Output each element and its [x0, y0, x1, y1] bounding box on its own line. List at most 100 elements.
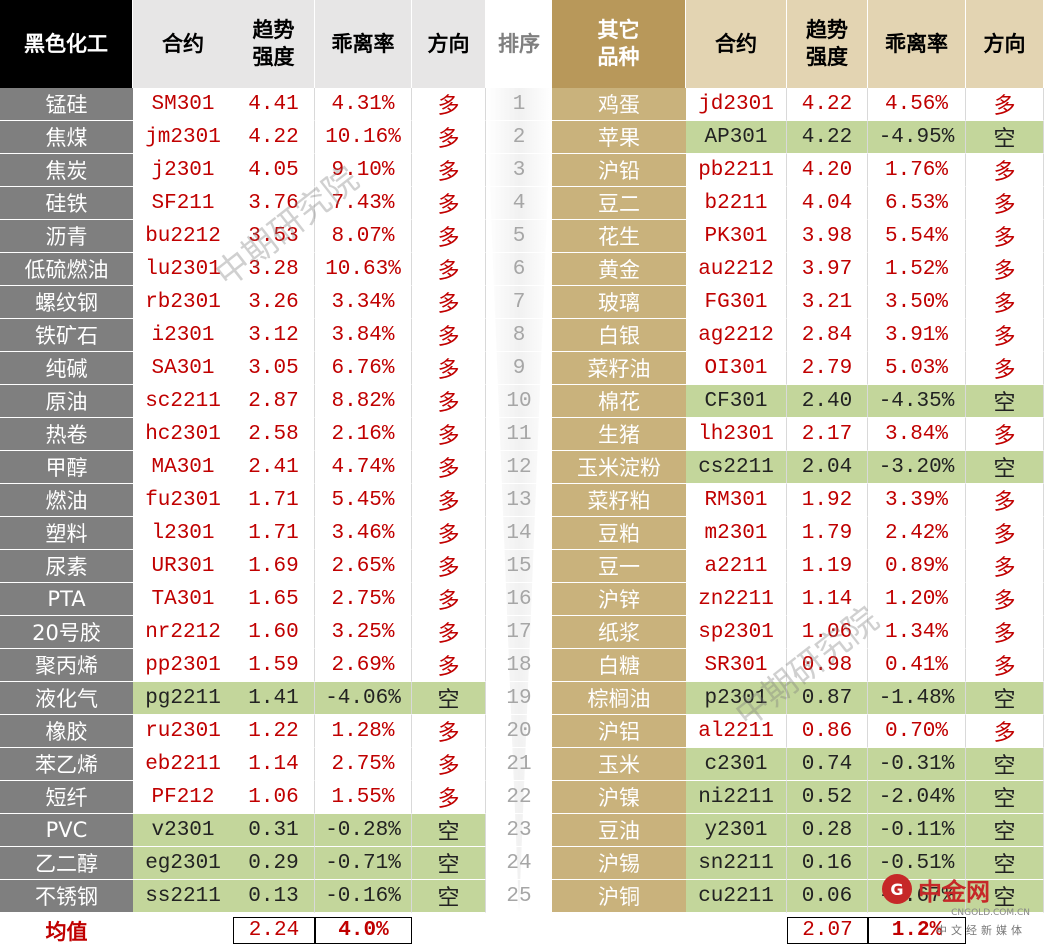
left-row-contract: MA301 [133, 451, 234, 484]
right-row-direction: 多 [966, 253, 1044, 286]
right-row-deviation: 5.03% [868, 352, 966, 385]
right-row-deviation: -2.04% [868, 781, 966, 814]
left-row-name: 短纤 [0, 781, 133, 814]
right-row-direction: 空 [966, 682, 1044, 715]
left-row-strength: 4.22 [233, 121, 315, 154]
right-average-strength: 2.07 [787, 917, 868, 944]
left-row-direction: 多 [412, 352, 486, 385]
right-row-contract: au2212 [686, 253, 787, 286]
rank-number: 5 [486, 220, 552, 253]
right-row-deviation: 6.53% [868, 187, 966, 220]
right-row-contract: ag2212 [686, 319, 787, 352]
left-row-contract: UR301 [133, 550, 234, 583]
right-row-name: 沪锌 [552, 583, 686, 616]
rank-number: 14 [486, 517, 552, 550]
left-row-direction: 多 [412, 781, 486, 814]
left-row-direction: 多 [412, 451, 486, 484]
right-row-direction: 多 [966, 352, 1044, 385]
right-row-strength: 0.52 [787, 781, 868, 814]
left-row-contract: SM301 [133, 88, 234, 121]
right-row-name: 玉米淀粉 [552, 451, 686, 484]
rank-number: 2 [486, 121, 552, 154]
left-row-direction: 空 [412, 847, 486, 880]
left-row-name: PVC [0, 814, 133, 847]
right-row-direction: 多 [966, 517, 1044, 550]
right-row-contract: RM301 [686, 484, 787, 517]
left-row-contract: rb2301 [133, 286, 234, 319]
right-row-contract: sn2211 [686, 847, 787, 880]
left-row-deviation: 9.10% [315, 154, 412, 187]
left-row-direction: 空 [412, 682, 486, 715]
left-row-deviation: 6.76% [315, 352, 412, 385]
left-row-strength: 3.05 [233, 352, 315, 385]
right-row-direction: 多 [966, 550, 1044, 583]
right-row-direction: 空 [966, 121, 1044, 154]
right-row-strength: 2.84 [787, 319, 868, 352]
left-header-trend-strength: 趋势 强度 [233, 0, 315, 88]
right-row-name: 豆粕 [552, 517, 686, 550]
left-average-strength: 2.24 [233, 917, 315, 944]
right-row-contract: p2301 [686, 682, 787, 715]
left-row-direction: 多 [412, 88, 486, 121]
right-row-name: 菜籽油 [552, 352, 686, 385]
right-row-contract: al2211 [686, 715, 787, 748]
left-row-direction: 空 [412, 880, 486, 913]
rank-number: 10 [486, 385, 552, 418]
logo-tagline: 中文经新媒体 [936, 924, 1026, 937]
left-row-direction: 多 [412, 286, 486, 319]
right-row-direction: 多 [966, 715, 1044, 748]
left-row-direction: 多 [412, 583, 486, 616]
right-row-contract: lh2301 [686, 418, 787, 451]
left-row-contract: eb2211 [133, 748, 234, 781]
right-row-deviation: 1.52% [868, 253, 966, 286]
right-row-direction: 多 [966, 187, 1044, 220]
left-row-name: 低硫燃油 [0, 253, 133, 286]
right-row-strength: 0.98 [787, 649, 868, 682]
left-row-direction: 多 [412, 484, 486, 517]
right-row-name: 白糖 [552, 649, 686, 682]
left-row-deviation: 8.07% [315, 220, 412, 253]
rank-number: 25 [486, 880, 552, 913]
right-row-contract: m2301 [686, 517, 787, 550]
left-row-strength: 1.65 [233, 583, 315, 616]
logo-name: 中金网 [918, 877, 990, 906]
left-row-name: 沥青 [0, 220, 133, 253]
right-row-strength: 1.06 [787, 616, 868, 649]
right-row-deviation: -4.35% [868, 385, 966, 418]
right-row-strength: 1.19 [787, 550, 868, 583]
left-row-deviation: 4.31% [315, 88, 412, 121]
right-row-strength: 0.87 [787, 682, 868, 715]
left-row-strength: 3.76 [233, 187, 315, 220]
right-row-deviation: 5.54% [868, 220, 966, 253]
left-row-name: 尿素 [0, 550, 133, 583]
right-row-strength: 2.17 [787, 418, 868, 451]
right-row-name: 菜籽粕 [552, 484, 686, 517]
right-row-name: 沪铜 [552, 880, 686, 913]
right-row-contract: PK301 [686, 220, 787, 253]
right-row-deviation: 0.70% [868, 715, 966, 748]
right-row-name: 棉花 [552, 385, 686, 418]
right-row-contract: cs2211 [686, 451, 787, 484]
left-row-deviation: 10.16% [315, 121, 412, 154]
right-row-contract: b2211 [686, 187, 787, 220]
left-row-direction: 多 [412, 187, 486, 220]
right-row-deviation: -4.95% [868, 121, 966, 154]
rank-number: 9 [486, 352, 552, 385]
left-row-direction: 多 [412, 418, 486, 451]
left-row-contract: bu2212 [133, 220, 234, 253]
right-average-deviation: 1.2% [868, 917, 966, 944]
right-row-strength: 3.98 [787, 220, 868, 253]
right-row-contract: c2301 [686, 748, 787, 781]
left-row-contract: nr2212 [133, 616, 234, 649]
right-row-name: 生猪 [552, 418, 686, 451]
right-row-strength: 1.14 [787, 583, 868, 616]
header-rank: 排序 [486, 0, 552, 88]
left-row-name: 不锈钢 [0, 880, 133, 913]
right-row-name: 玻璃 [552, 286, 686, 319]
right-row-deviation: 0.41% [868, 649, 966, 682]
right-row-name: 花生 [552, 220, 686, 253]
left-row-deviation: -0.16% [315, 880, 412, 913]
rank-number: 7 [486, 286, 552, 319]
left-row-contract: v2301 [133, 814, 234, 847]
left-row-contract: hc2301 [133, 418, 234, 451]
